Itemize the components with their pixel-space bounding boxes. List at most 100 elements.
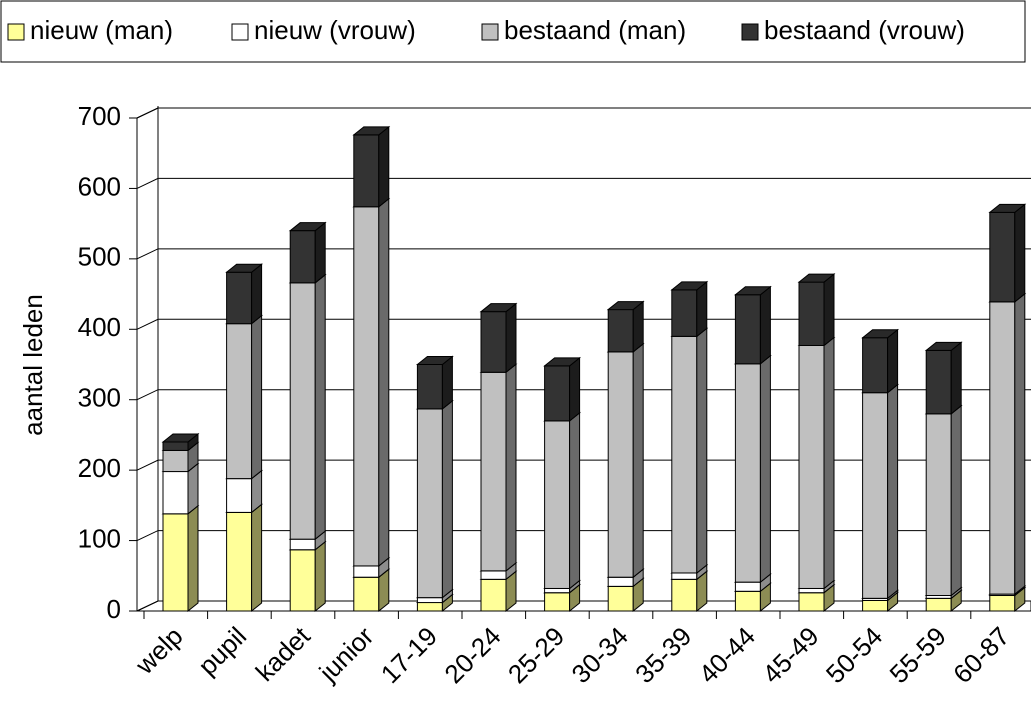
bar-side (505, 302, 517, 374)
bar-segment (862, 337, 889, 394)
bar-side (251, 503, 263, 613)
bar-segment (162, 441, 189, 451)
bar-segment (671, 289, 698, 337)
bar-side (1014, 292, 1026, 596)
x-tick-label: 40-44 (693, 621, 761, 689)
x-tick-label: welp (129, 621, 189, 681)
x-tick-label: pupil (192, 621, 252, 681)
bar-side (314, 273, 326, 541)
legend-swatch (7, 23, 25, 41)
bar-top (479, 303, 518, 313)
bar-side (251, 263, 263, 325)
y-tick-label: 400 (78, 312, 121, 342)
bar-segment (226, 271, 253, 325)
y-axis-label: aantal leden (18, 294, 48, 436)
bar-side (441, 399, 453, 599)
bar-top (606, 301, 645, 311)
bar-side (823, 273, 835, 347)
x-tick-label: 17-19 (375, 621, 443, 689)
bar-segment (353, 576, 380, 612)
legend-swatch (741, 23, 759, 41)
bar-segment (162, 471, 189, 515)
bar-segment (607, 351, 634, 578)
bar-top (415, 356, 454, 365)
y-tick-label: 600 (78, 171, 121, 201)
bar-segment (862, 392, 889, 599)
bar-segment (226, 511, 253, 612)
x-tick-label: 30-34 (566, 621, 634, 689)
bar-side (887, 328, 899, 394)
x-tick-label: 20-24 (438, 621, 506, 689)
legend-box (0, 0, 1026, 63)
bar-segment (289, 538, 316, 551)
bar-side (187, 462, 199, 515)
bar-side (187, 504, 199, 613)
bar-side (314, 540, 326, 613)
bar-segment (544, 365, 571, 422)
bar-segment (289, 230, 316, 284)
y-tick-label: 0 (107, 594, 121, 624)
bar-side (505, 363, 517, 572)
bar-segment (671, 572, 698, 580)
y-tick-label: 300 (78, 383, 121, 413)
bar-segment (353, 206, 380, 567)
bar-segment (798, 587, 825, 594)
bar-segment (480, 311, 507, 373)
bar-segment (925, 349, 952, 415)
bar-side (759, 354, 771, 584)
bar-side (251, 314, 263, 480)
bar-side (950, 404, 962, 597)
bar-segment (416, 408, 443, 599)
bar-side (378, 125, 390, 208)
bar-side (632, 342, 644, 579)
bar-segment (989, 301, 1016, 595)
bar-segment (162, 513, 189, 612)
bar-segment (353, 565, 380, 578)
legend-label: nieuw (vrouw) (254, 15, 416, 45)
bar-side (569, 411, 581, 590)
bar-segment (798, 281, 825, 346)
bar-segment (226, 323, 253, 480)
x-tick-label: 35-39 (629, 621, 697, 689)
bar-top (733, 286, 772, 296)
bar-top (225, 263, 264, 273)
bar-segment (480, 578, 507, 612)
bar-segment (544, 420, 571, 589)
y-tick-label: 500 (78, 242, 121, 272)
bar-top (288, 222, 327, 232)
bar-segment (226, 478, 253, 513)
bar-side (378, 197, 390, 567)
bar-segment (671, 335, 698, 574)
bar-segment (416, 364, 443, 410)
bar-segment (989, 211, 1016, 303)
x-tick-label: 50-54 (820, 621, 888, 689)
bar-segment (607, 309, 634, 353)
legend-label: nieuw (man) (30, 15, 173, 45)
bar-segment (798, 344, 825, 589)
bar-segment (925, 413, 952, 597)
grid-line (136, 318, 1031, 330)
x-tick-label: 45-49 (756, 621, 824, 689)
bar-side (441, 355, 453, 410)
bar-side (696, 327, 708, 575)
bar-top (988, 203, 1027, 213)
grid-line (136, 248, 1031, 260)
bar-top (797, 273, 836, 283)
bar-segment (734, 294, 761, 365)
bar-segment (862, 599, 889, 612)
bar-segment (353, 134, 380, 208)
bar-segment (671, 578, 698, 612)
bar-segment (289, 282, 316, 540)
grid-line (136, 107, 1031, 119)
bar-segment (480, 371, 507, 572)
bar-segment (544, 587, 571, 594)
bar-segment (480, 570, 507, 580)
bar-side (887, 383, 899, 600)
bar-side (569, 356, 581, 422)
grid-line (136, 177, 1031, 189)
x-tick-label: junior (313, 621, 380, 688)
y-tick-label: 200 (78, 453, 121, 483)
bar-side (1014, 203, 1026, 303)
legend-label: bestaand (vrouw) (764, 15, 965, 45)
